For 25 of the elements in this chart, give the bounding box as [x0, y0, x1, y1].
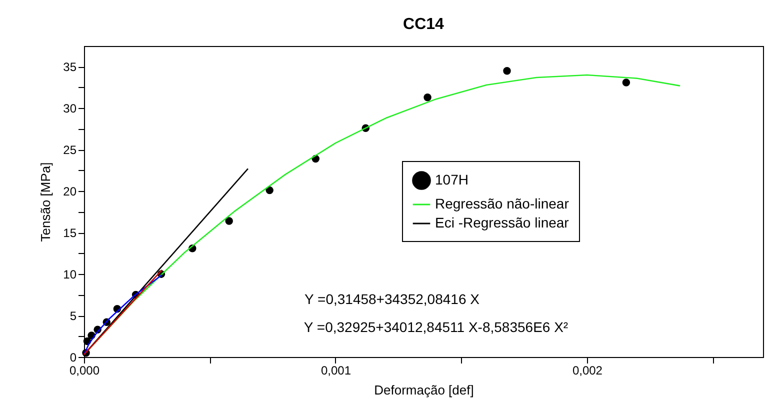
y-tick-label: 15 [63, 226, 77, 240]
annotation: Y =0,31458+34352,08416 X [304, 291, 480, 307]
y-tick-label: 0 [70, 350, 77, 364]
y-tick-label: 5 [70, 309, 77, 324]
y-tick-label: 25 [63, 143, 77, 158]
point [424, 94, 432, 102]
legend-label: Eci -Regressão linear [435, 214, 570, 230]
x-tick-label: 0,002 [572, 364, 603, 378]
x-axis-title: Deformação [def] [374, 382, 474, 398]
y-tick-label: 10 [63, 268, 77, 282]
y-tick-label: 35 [63, 60, 77, 74]
annotation: Y =0,32925+34012,84511 X-8,58356E6 X² [304, 319, 568, 335]
legend-label: 107H [435, 172, 468, 188]
point [503, 67, 511, 75]
y-tick-label: 20 [63, 184, 77, 199]
x-tick-label: 0,000 [69, 364, 100, 378]
point [225, 217, 233, 225]
point [622, 78, 630, 86]
y-axis-title: Tensão [MPa] [38, 162, 54, 242]
y-tick-label: 30 [63, 102, 77, 116]
line-series [83, 74, 681, 356]
chart-title: CC14 [403, 16, 444, 33]
legend-label: Regressão não-linear [435, 196, 570, 212]
x-tick-label: 0,001 [320, 364, 352, 378]
point [266, 186, 274, 194]
